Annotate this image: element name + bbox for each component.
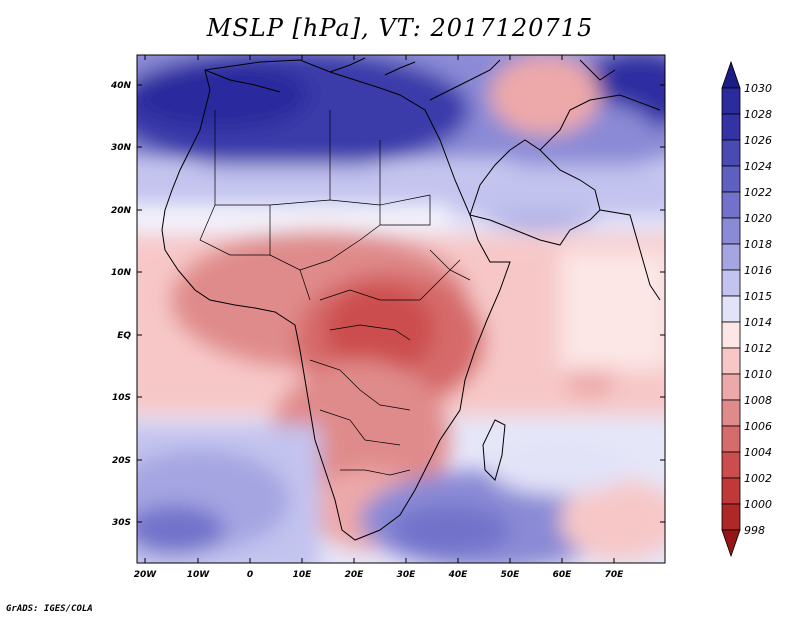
colorbar-label: 1014: [744, 316, 772, 329]
colorbar-label: 1006: [744, 420, 772, 433]
colorbar-label: 998: [744, 524, 765, 537]
colorbar-swatch: [721, 373, 741, 401]
colorbar-swatch: [721, 321, 741, 349]
longitude-axis: 20W 10W 0 10E 20E 30E 40E 50E 60E 70E: [134, 55, 624, 580]
colorbar-label: 1018: [744, 238, 772, 251]
colorbar-swatch: [721, 347, 741, 375]
colorbar-swatch: [721, 139, 741, 167]
lat-label: 30N: [111, 143, 132, 153]
colorbar-label: 1016: [744, 264, 772, 277]
lon-label: 70E: [605, 570, 625, 580]
latitude-axis: 40N 30N 20N 10N EQ 10S 20S 30S: [110, 81, 665, 528]
colorbar-swatch: [721, 295, 741, 323]
lon-label: 20W: [134, 570, 158, 580]
colorbar-swatch: [721, 243, 741, 271]
colorbar-label: 1008: [744, 394, 772, 407]
coastlines: [161, 57, 661, 541]
colorbar-swatch: [721, 425, 741, 453]
colorbar-swatch: [721, 217, 741, 245]
colorbar: 1030 1028 1026 1024 1022 1020 1018 1016 1015 1014…: [721, 60, 772, 558]
colorbar-swatch: [721, 399, 741, 427]
lon-label: 50E: [501, 570, 521, 580]
colorbar-label: 1030: [744, 82, 772, 95]
colorbar-swatch: [721, 503, 741, 531]
lon-label: 10E: [293, 570, 313, 580]
lon-label: 30E: [397, 570, 417, 580]
colorbar-swatch: [721, 451, 741, 479]
colorbar-label: 1002: [744, 472, 772, 485]
lon-label: 0: [247, 570, 253, 580]
colorbar-swatch: [721, 269, 741, 297]
pressure-field: [137, 55, 665, 563]
credit-text: GrADS: IGES/COLA: [6, 604, 93, 614]
lat-label: 10S: [112, 393, 131, 403]
lon-label: 10W: [187, 570, 211, 580]
colorbar-label: 1004: [744, 446, 772, 459]
lat-label: EQ: [117, 331, 131, 341]
colorbar-label: 1028: [744, 108, 772, 121]
country-borders: [199, 110, 471, 476]
colorbar-swatch: [721, 165, 741, 193]
colorbar-swatch: [721, 191, 741, 219]
colorbar-label: 1026: [744, 134, 772, 147]
lat-label: 10N: [111, 268, 132, 278]
lat-label: 20N: [111, 206, 132, 216]
lon-label: 20E: [345, 570, 365, 580]
lat-label: 40N: [110, 81, 132, 91]
colorbar-swatch: [721, 87, 741, 115]
colorbar-label: 1010: [744, 368, 772, 381]
colorbar-label: 1015: [744, 290, 772, 303]
lat-label: 30S: [112, 518, 131, 528]
colorbar-label: 1000: [744, 498, 772, 511]
lat-label: 20S: [112, 456, 131, 466]
map-frame: [136, 54, 666, 564]
map-title: MSLP [hPa], VT: 2017120715: [206, 14, 594, 42]
colorbar-top-arrow: [721, 60, 741, 89]
colorbar-label: 1020: [744, 212, 772, 225]
colorbar-swatch: [721, 477, 741, 505]
colorbar-swatch: [721, 113, 741, 141]
colorbar-label: 1022: [744, 186, 772, 199]
colorbar-label: 1024: [744, 160, 772, 173]
lon-label: 60E: [553, 570, 573, 580]
lon-label: 40E: [448, 570, 469, 580]
colorbar-bottom-arrow: [721, 529, 741, 558]
colorbar-label: 1012: [744, 342, 772, 355]
